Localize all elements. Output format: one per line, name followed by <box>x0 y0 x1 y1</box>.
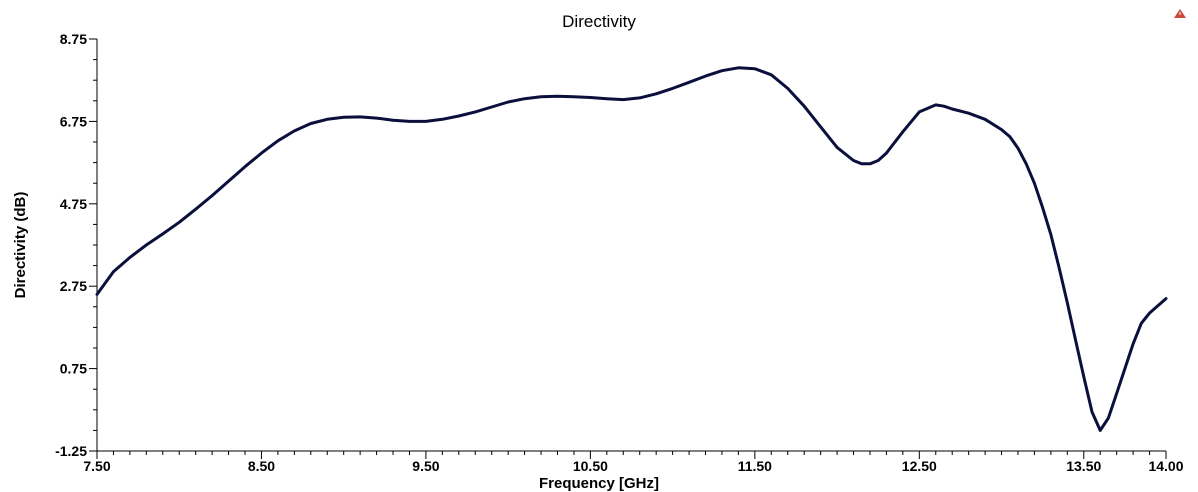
x-tick-label: 9.50 <box>412 458 439 474</box>
x-tick-label: 11.50 <box>738 458 772 474</box>
x-tick-label: 8.50 <box>248 458 275 474</box>
y-tick-label: 6.75 <box>60 113 87 129</box>
x-tick-label: 7.50 <box>83 458 110 474</box>
y-tick-label: -1.25 <box>55 443 87 459</box>
y-tick-label: 0.75 <box>60 361 87 377</box>
directivity-series-line <box>95 66 1168 432</box>
x-tick-label: 13.50 <box>1066 458 1101 474</box>
chart-title: Directivity <box>562 12 636 31</box>
plot-area <box>96 39 1166 452</box>
x-tick-label: 14.00 <box>1148 458 1183 474</box>
y-tick-label: 2.75 <box>60 278 87 294</box>
y-tick-label: 4.75 <box>60 196 87 212</box>
x-axis-label: Frequency [GHz] <box>539 475 659 492</box>
y-axis-label: Directivity (dB) <box>12 192 29 299</box>
x-tick-label: 10.50 <box>573 458 608 474</box>
axis-ticks <box>89 38 1167 459</box>
warning-triangle-icon[interactable] <box>1174 9 1186 18</box>
y-tick-label: 8.75 <box>60 31 87 47</box>
y-tick-labels: 8.75 6.75 4.75 2.75 0.75 -1.25 <box>55 31 87 459</box>
x-tick-label: 12.50 <box>902 458 937 474</box>
x-tick-labels: 7.50 8.50 9.50 10.50 11.50 12.50 13.50 14.00 <box>83 458 1183 474</box>
